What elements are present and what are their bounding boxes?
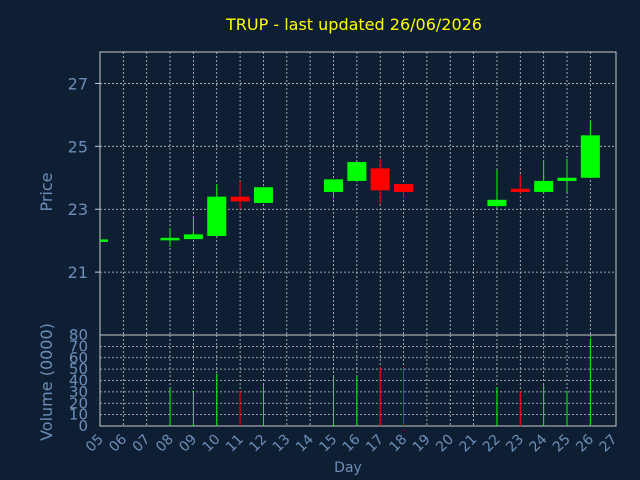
candle bbox=[207, 184, 227, 236]
price-tick-label: 25 bbox=[68, 137, 88, 156]
x-tick-label: 21 bbox=[457, 432, 481, 456]
candle-body bbox=[347, 162, 367, 181]
candle bbox=[183, 217, 203, 240]
x-tick-label: 26 bbox=[573, 431, 597, 455]
x-tick-label: 16 bbox=[340, 431, 364, 455]
candle-body bbox=[324, 179, 343, 192]
candle bbox=[253, 187, 273, 203]
volume-tick-label: 0 bbox=[78, 417, 88, 435]
candle-body bbox=[183, 234, 203, 240]
volume-tick-label: 80 bbox=[69, 326, 88, 344]
volume-tick-label: 50 bbox=[69, 360, 88, 378]
candle bbox=[580, 121, 600, 178]
x-tick-label: 18 bbox=[386, 432, 410, 456]
candle bbox=[160, 228, 180, 247]
candle-body bbox=[370, 168, 390, 191]
candle-body bbox=[534, 180, 554, 192]
volume-tick-label: 30 bbox=[69, 383, 88, 401]
candle bbox=[510, 174, 530, 194]
candle-body bbox=[487, 199, 507, 207]
volume-tick-label: 10 bbox=[69, 406, 88, 424]
volume-tick-label: 40 bbox=[69, 372, 88, 390]
x-axis-label: Day bbox=[334, 460, 362, 476]
price-axis-label: Price bbox=[37, 172, 56, 211]
candle bbox=[347, 162, 367, 181]
candle-body bbox=[580, 135, 600, 178]
x-tick-label: 14 bbox=[293, 431, 317, 455]
candle-body bbox=[207, 196, 227, 236]
x-tick-label: 11 bbox=[223, 432, 247, 456]
price-tick-label: 27 bbox=[68, 74, 88, 93]
candle bbox=[324, 179, 343, 199]
x-tick-label: 20 bbox=[433, 432, 457, 456]
x-tick-label: 13 bbox=[270, 432, 294, 456]
candle-body bbox=[394, 184, 414, 192]
price-tick-label: 23 bbox=[68, 200, 88, 219]
price-tick-label: 21 bbox=[68, 263, 88, 282]
candle bbox=[534, 160, 554, 194]
candle-body bbox=[100, 239, 108, 242]
chart-title: TRUP - last updated 26/06/2026 bbox=[225, 15, 482, 34]
candle bbox=[230, 180, 250, 210]
x-tick-label: 19 bbox=[410, 432, 434, 456]
x-tick-label: 07 bbox=[130, 432, 154, 456]
x-tick-label: 06 bbox=[106, 431, 130, 455]
x-tick-label: 25 bbox=[550, 432, 574, 456]
x-tick-label: 15 bbox=[316, 432, 340, 456]
volume-axis-label: Volume (0000) bbox=[37, 323, 56, 441]
candle-body bbox=[230, 196, 250, 202]
volume-tick-label: 20 bbox=[69, 394, 88, 412]
price-panel: 21 23 25 27 bbox=[68, 51, 617, 336]
x-tick-label: 08 bbox=[153, 432, 177, 456]
candle-body bbox=[160, 237, 180, 241]
x-tick-label: 12 bbox=[246, 432, 270, 456]
candle-body bbox=[557, 177, 577, 181]
candle bbox=[487, 169, 507, 208]
x-tick-label: 23 bbox=[503, 432, 527, 456]
x-tick-label: 22 bbox=[480, 432, 504, 456]
candle bbox=[370, 158, 390, 205]
candle bbox=[557, 158, 577, 192]
candle bbox=[394, 184, 414, 199]
volume-tick-label: 70 bbox=[69, 337, 88, 355]
candle-body bbox=[253, 187, 273, 203]
x-tick-label: 24 bbox=[527, 431, 551, 455]
x-tick-label: 27 bbox=[597, 432, 621, 456]
x-tick-label: 09 bbox=[176, 432, 200, 456]
price-frame bbox=[99, 51, 617, 336]
candle-body bbox=[510, 188, 530, 192]
x-tick-label: 05 bbox=[83, 432, 107, 456]
x-tick-label: 10 bbox=[200, 432, 224, 456]
volume-tick-label: 60 bbox=[69, 349, 88, 367]
candle bbox=[100, 239, 108, 242]
x-tick-label: 17 bbox=[363, 432, 387, 456]
